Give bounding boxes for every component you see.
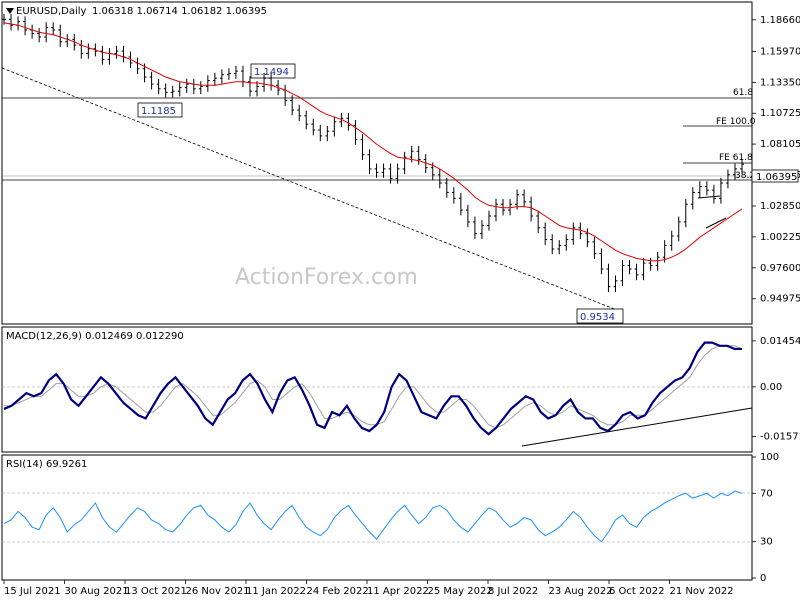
- annotation-box-low1: [137, 102, 183, 118]
- price-tick-label: 1.18660: [760, 15, 800, 26]
- moving-average-line: [3, 22, 743, 262]
- price-tick-label: 1.08105: [760, 139, 800, 150]
- rsi-line: [3, 490, 743, 543]
- price-tick-label: 1.15970: [760, 46, 800, 57]
- x-tick-label: 11 Jan 2022: [246, 586, 306, 597]
- triangle-upper-line: [697, 195, 721, 199]
- macd-title: MACD(12,26,9) 0.012469 0.012290: [6, 331, 184, 342]
- macd-tick-label: -0.015712: [760, 431, 800, 442]
- rsi-tick-label: 70: [760, 488, 773, 499]
- rsi-tick-label: 0: [760, 573, 766, 584]
- price-panel: [1, 1, 753, 325]
- dotted-trendline: [1, 67, 623, 313]
- macd-tick-label: 0.00: [760, 382, 782, 393]
- x-tick-label: 30 Aug 2021: [65, 586, 129, 597]
- rsi-tick-label: 30: [760, 537, 773, 548]
- macd-trendline: [521, 407, 753, 447]
- x-tick-label: 23 Aug 2022: [549, 586, 613, 597]
- rsi-panel: [1, 454, 753, 581]
- price-tick-label: 0.94975: [760, 294, 800, 305]
- rsi-y-axis: 100 70 30 0: [752, 452, 779, 584]
- last-price-label: 1.06395: [756, 172, 797, 183]
- price-tick-label: 1.00225: [760, 232, 800, 243]
- level-label-fe618: FE 61.8: [719, 153, 753, 163]
- annotation-low2: 0.9534: [580, 312, 615, 323]
- annotation-low1: 1.1185: [141, 106, 176, 117]
- x-tick-label: 13 Oct 2021: [125, 586, 187, 597]
- x-tick-label: 15 Jul 2021: [4, 586, 61, 597]
- annotation-box-low2: [576, 308, 624, 324]
- triangle-lower-line: [705, 217, 727, 229]
- rsi-title: RSI(14) 69.9261: [6, 459, 87, 470]
- x-tick-label: 25 May 2022: [428, 586, 493, 597]
- macd-signal-line: [4, 345, 743, 429]
- menu-triangle-icon: [6, 8, 14, 14]
- x-tick-label: 6 Oct 2022: [609, 586, 664, 597]
- annotation-high: 1.1494: [254, 67, 289, 78]
- level-label-61-8: 61.8: [733, 88, 753, 98]
- macd-panel: [1, 326, 753, 453]
- last-price-box: [751, 169, 799, 183]
- x-tick-label: 21 Nov 2022: [670, 586, 734, 597]
- macd-y-axis: 0.014549 0.00 -0.015712: [752, 336, 800, 442]
- symbol-label: EURUSD,Daily: [16, 6, 87, 17]
- x-tick-label: 26 Nov 2021: [186, 586, 250, 597]
- watermark: ActionForex.com: [235, 265, 418, 290]
- level-label-38-2: 38.2: [735, 171, 755, 181]
- annotation-box-high: [250, 63, 296, 79]
- macd-main-line: [3, 341, 742, 436]
- ohlc-label: 1.06318 1.06714 1.06182 1.06395: [92, 6, 267, 17]
- x-tick-label: 24 Feb 2022: [307, 586, 369, 597]
- x-tick-label: 11 Apr 2022: [367, 586, 429, 597]
- rsi-tick-label: 100: [760, 452, 779, 463]
- price-tick-label: 1.02850: [760, 201, 800, 212]
- x-tick-label: 8 Jul 2022: [488, 586, 538, 597]
- price-tick-label: 1.13350: [760, 77, 800, 88]
- price-y-axis: 1.186601.159701.133501.107251.081051.054…: [752, 15, 800, 305]
- price-tick-label: 0.97600: [760, 263, 800, 274]
- level-label-fe100: FE 100.0: [716, 117, 756, 127]
- price-tick-label: 1.10725: [760, 108, 800, 119]
- macd-tick-label: 0.014549: [760, 336, 800, 347]
- price-bars: [2, 14, 744, 292]
